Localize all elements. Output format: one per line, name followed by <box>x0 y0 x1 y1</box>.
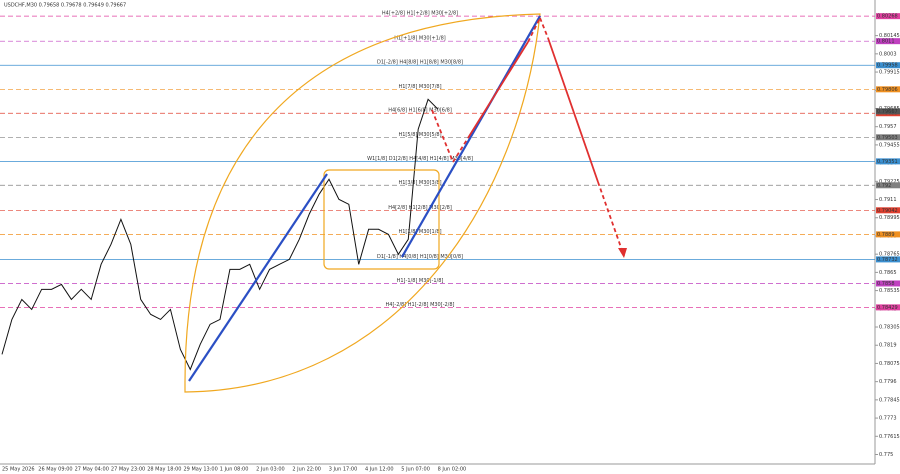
price-tag <box>876 108 900 115</box>
arrow <box>452 137 469 163</box>
x-tick-label: 27 May 23:00 <box>111 467 145 473</box>
trend-line <box>188 173 328 382</box>
chart-title: USDCHF,M30 0.79658 0.79678 0.79649 0.796… <box>4 3 126 9</box>
y-tick-label: 0.79225 <box>879 179 900 185</box>
y-tick-label: 0.7957 <box>879 124 897 130</box>
arrow <box>467 41 529 139</box>
x-tick-label: 29 May 13:00 <box>184 467 218 473</box>
y-tick-label: 0.78995 <box>879 215 900 221</box>
price-tag-label: 0.7889 <box>877 232 895 238</box>
price-tag-label: 0.79042 <box>877 208 898 214</box>
level-label: H1[3/8] M30[3/8] <box>398 180 441 186</box>
x-tick-label: 25 May 2026 <box>2 467 35 473</box>
y-tick-label: 0.79915 <box>879 70 900 76</box>
price-tag-label: 0.78732 <box>877 257 898 263</box>
x-tick-label: 8 Jun 02:00 <box>438 467 467 473</box>
arrow-head <box>618 248 627 258</box>
price-tag-label: 0.78429 <box>877 305 898 311</box>
level-label: H1[+1/8] M30[+1/8] <box>394 36 446 42</box>
level-label: H1[5/8] M30[5/8] <box>398 132 441 138</box>
arrow <box>431 109 454 163</box>
price-tag <box>876 134 900 141</box>
arrow <box>527 17 541 43</box>
x-tick-label: 26 May 09:00 <box>38 467 72 473</box>
price-tag-label: 0.8011 <box>877 39 895 45</box>
y-tick-label: 0.7773 <box>879 416 897 422</box>
y-tick-label: 0.78305 <box>879 325 900 331</box>
y-tick-label: 0.78535 <box>879 288 900 294</box>
price-tag <box>876 158 900 165</box>
y-tick-label: 0.79455 <box>879 142 900 148</box>
price-tag <box>876 13 900 20</box>
x-tick-label: 28 May 18:00 <box>147 467 181 473</box>
level-label: H4[6/8] H1[6/8] M30[6/8] <box>388 108 452 114</box>
price-tag <box>876 86 900 93</box>
price-tag <box>876 62 900 69</box>
box <box>323 169 440 270</box>
x-tick-label: 3 Jun 17:00 <box>329 467 358 473</box>
y-tick-label: 0.80145 <box>879 33 900 39</box>
y-tick-label: 0.77845 <box>879 397 900 403</box>
y-tick-label: 0.8003 <box>879 51 897 57</box>
level-label: H4[-2/8] H1[-2/8] M30[-2/8] <box>386 302 455 308</box>
x-tick-label: 2 Jun 22:00 <box>292 467 321 473</box>
y-tick-label: 0.7796 <box>879 379 897 385</box>
level-label: D1[-1/8] H4[0/8] H1[0/8] M30[0/8] <box>377 254 463 260</box>
y-tick-label: 0.78075 <box>879 361 900 367</box>
level-label: D1[-2/8] H4[8/8] H1[8/8] M30[8/8] <box>377 60 463 66</box>
price-tag <box>876 231 900 238</box>
price-tag <box>876 38 900 45</box>
annotations <box>184 13 627 393</box>
price-line <box>1 98 439 371</box>
arrow <box>597 181 625 257</box>
level-label: H4[2/8] H1[2/8] M30[2/8] <box>388 205 452 211</box>
price-tag <box>876 182 900 189</box>
price-tag <box>876 256 900 263</box>
y-tick-label: 0.78765 <box>879 252 900 258</box>
x-tick-label: 5 Jun 07:00 <box>401 467 430 473</box>
level-label: H4[+2/8] H1[+2/8] M30[+2/8] <box>382 11 458 17</box>
y-tick-label: 0.77615 <box>879 434 900 440</box>
level-label: H1[-1/8] M30[-1/8] <box>397 278 444 284</box>
price-tag-label: 0.79958 <box>877 63 898 69</box>
x-tick-label: 27 May 04:00 <box>75 467 109 473</box>
y-tick-label: 0.7865 <box>879 270 897 276</box>
arrow <box>547 37 599 183</box>
price-tag-label: 0.79351 <box>877 159 898 165</box>
trend-line <box>401 15 541 258</box>
x-tick-label: 1 Jun 08:00 <box>220 467 249 473</box>
price-tag-label: 0.7858 <box>877 281 895 287</box>
level-label: H1[1/8] M30[1/8] <box>398 229 441 235</box>
current-price: 0.79667 <box>877 109 898 115</box>
price-tag <box>876 207 900 214</box>
arrow <box>539 17 549 39</box>
price-tag-label: 0.79503 <box>877 135 898 141</box>
price-tag <box>876 280 900 287</box>
price-tag-label: 0.80268 <box>877 14 898 20</box>
y-tick-label: 0.7911 <box>879 197 897 203</box>
x-tick-label: 4 Jun 12:00 <box>365 467 394 473</box>
y-tick-label: 0.7819 <box>879 343 897 349</box>
level-label: H1[7/8] M30[7/8] <box>398 84 441 90</box>
arc <box>184 13 541 393</box>
y-tick-label: 0.775 <box>879 452 893 458</box>
price-tag-label: 0.792 <box>877 183 891 189</box>
price-tag <box>876 304 900 311</box>
level-label: W1[1/8] D1[2/8] H4[4/8] H1[4/8] M30[4/8] <box>367 156 473 162</box>
price-tag-label: 0.79806 <box>877 87 898 93</box>
x-tick-label: 2 Jun 03:00 <box>256 467 285 473</box>
